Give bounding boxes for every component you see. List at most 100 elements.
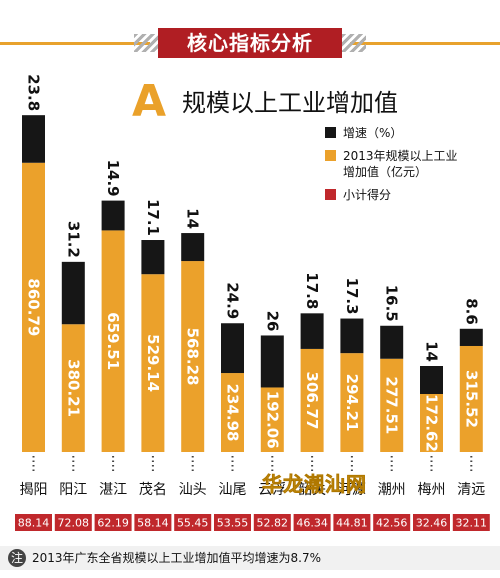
category-label-5: 汕尾 bbox=[219, 482, 247, 498]
score-box-9 bbox=[373, 514, 411, 531]
growth-label-11: 8.6 bbox=[462, 298, 480, 325]
score-box-1 bbox=[54, 514, 92, 531]
header-hatch-right bbox=[342, 34, 366, 52]
legend-item-score: 小计得分 bbox=[325, 187, 495, 203]
score-label-2: 62.19 bbox=[97, 517, 129, 530]
legend-label-score: 小计得分 bbox=[343, 188, 392, 202]
bar-value-0 bbox=[22, 162, 45, 452]
growth-label-3: 17.1 bbox=[144, 199, 162, 236]
category-label-7: 韶关 bbox=[298, 482, 326, 498]
footnote-bar: 注 2013年广东全省规模以上工业增加值平均增速为8.7% bbox=[0, 546, 500, 570]
category-label-3: 茂名 bbox=[139, 481, 167, 498]
footnote-text: 2013年广东全省规模以上工业增加值平均增速为8.7% bbox=[32, 551, 322, 565]
watermark: 华龙潮汕网 bbox=[262, 472, 367, 497]
value-label-8: 294.21 bbox=[343, 374, 361, 432]
score-label-4: 55.45 bbox=[177, 517, 209, 530]
header-line-right bbox=[350, 42, 500, 45]
score-label-10: 32.46 bbox=[416, 517, 448, 530]
legend-label-growth: 增速（%） bbox=[343, 126, 403, 140]
value-label-0: 860.79 bbox=[25, 278, 43, 336]
growth-label-6: 26 bbox=[263, 311, 281, 332]
value-label-4: 568.28 bbox=[184, 328, 202, 386]
bar-growth-10 bbox=[420, 365, 443, 394]
growth-label-7: 17.8 bbox=[303, 272, 321, 309]
score-label-8: 44.81 bbox=[336, 517, 368, 530]
bar-value-7 bbox=[300, 348, 324, 452]
score-box-6 bbox=[253, 514, 291, 531]
score-label-3: 58.14 bbox=[137, 517, 169, 530]
bar-value-4 bbox=[181, 261, 205, 452]
score-label-6: 52.82 bbox=[257, 517, 289, 530]
category-label-11: 清远 bbox=[457, 482, 485, 498]
category-label-10: 梅州 bbox=[418, 482, 446, 498]
value-label-7: 306.77 bbox=[303, 372, 321, 430]
header-title: 核心指标分析 bbox=[158, 28, 342, 58]
score-box-8 bbox=[333, 514, 371, 531]
growth-label-8: 17.3 bbox=[343, 278, 361, 315]
value-label-2: 659.51 bbox=[104, 312, 122, 370]
score-box-4 bbox=[174, 514, 212, 531]
score-box-2 bbox=[94, 514, 132, 531]
score-label-5: 53.55 bbox=[217, 517, 249, 530]
bar-growth-7 bbox=[300, 313, 324, 349]
value-label-11: 315.52 bbox=[462, 370, 480, 428]
bar-growth-8 bbox=[340, 318, 364, 354]
growth-label-1: 31.2 bbox=[64, 221, 82, 258]
value-label-5: 234.98 bbox=[224, 384, 242, 442]
legend-item-value: 2013年规模以上工业增加值（亿元） bbox=[325, 148, 495, 180]
bar-value-3 bbox=[141, 274, 165, 452]
bar-value-5 bbox=[221, 373, 244, 452]
growth-label-9: 16.5 bbox=[383, 285, 401, 322]
bar-growth-11 bbox=[459, 328, 483, 346]
bar-value-10 bbox=[420, 393, 443, 452]
category-label-2: 湛江 bbox=[99, 482, 127, 498]
growth-label-0: 23.8 bbox=[25, 74, 43, 111]
score-box-10 bbox=[413, 514, 450, 531]
growth-label-10: 14 bbox=[423, 341, 441, 362]
legend-item-growth: 增速（%） bbox=[325, 125, 495, 141]
growth-label-5: 24.9 bbox=[224, 282, 242, 319]
category-label-0: 揭阳 bbox=[20, 482, 48, 498]
value-label-9: 277.51 bbox=[383, 376, 401, 434]
value-label-10: 172.62 bbox=[423, 394, 441, 452]
score-box-7 bbox=[293, 514, 331, 531]
score-label-1: 72.08 bbox=[58, 517, 90, 530]
value-label-3: 529.14 bbox=[144, 334, 162, 392]
header-hatch-left bbox=[134, 34, 158, 52]
bar-growth-0 bbox=[22, 115, 45, 163]
legend: 增速（%） 2013年规模以上工业增加值（亿元） 小计得分 bbox=[325, 125, 495, 210]
growth-label-2: 14.9 bbox=[104, 160, 122, 197]
value-label-6: 192.06 bbox=[263, 391, 281, 449]
bar-growth-5 bbox=[221, 323, 244, 374]
bar-growth-1 bbox=[61, 261, 85, 325]
bar-growth-4 bbox=[181, 233, 205, 262]
score-label-0: 88.14 bbox=[18, 517, 50, 530]
bar-value-1 bbox=[61, 324, 85, 452]
legend-swatch-value bbox=[325, 150, 336, 161]
chart-title: 规模以上工业增加值 bbox=[182, 89, 398, 117]
bar-growth-3 bbox=[141, 240, 165, 275]
header-line-left bbox=[0, 42, 150, 45]
bar-growth-2 bbox=[101, 200, 125, 231]
legend-label-value: 2013年规模以上工业增加值（亿元） bbox=[343, 149, 458, 179]
bar-growth-6 bbox=[260, 335, 284, 388]
section-letter: A bbox=[132, 76, 167, 127]
bar-value-2 bbox=[101, 230, 125, 452]
bar-value-11 bbox=[459, 345, 483, 452]
legend-swatch-growth bbox=[325, 127, 336, 138]
bar-value-6 bbox=[260, 387, 284, 452]
category-label-8: 河源 bbox=[338, 482, 366, 498]
bar-growth-9 bbox=[380, 325, 404, 359]
score-box-0 bbox=[15, 514, 52, 531]
score-box-3 bbox=[134, 514, 172, 531]
legend-swatch-score bbox=[325, 189, 336, 200]
growth-label-4: 14 bbox=[184, 208, 202, 229]
score-box-11 bbox=[452, 514, 490, 531]
score-label-7: 46.34 bbox=[296, 517, 328, 530]
score-label-11: 32.11 bbox=[456, 517, 488, 530]
score-label-9: 42.56 bbox=[376, 517, 408, 530]
footnote-icon: 注 bbox=[8, 549, 26, 567]
category-label-1: 阳江 bbox=[59, 482, 87, 498]
